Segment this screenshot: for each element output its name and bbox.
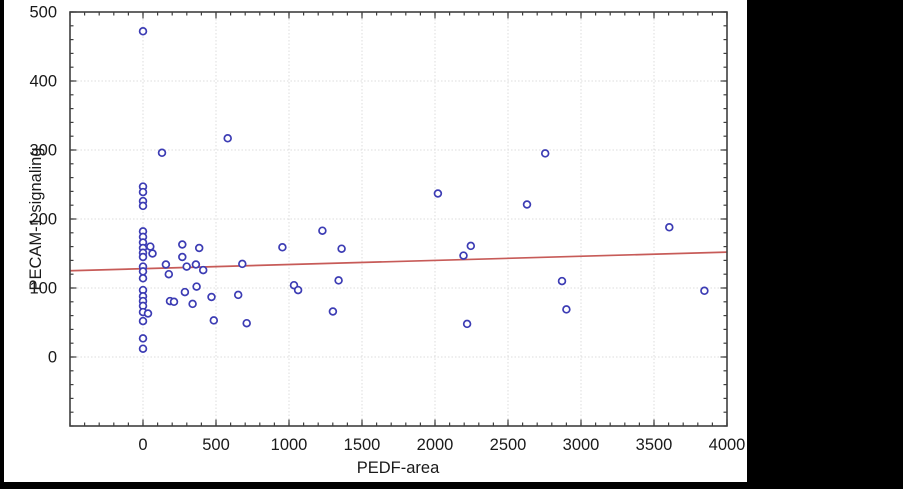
- data-point: [157, 148, 167, 158]
- data-point: [209, 316, 219, 325]
- data-point: [223, 134, 232, 143]
- data-point: [188, 299, 197, 309]
- data-point: [169, 297, 179, 307]
- data-point: [146, 242, 155, 251]
- data-point: [138, 252, 148, 262]
- data-point: [138, 334, 148, 343]
- data-point: [242, 318, 251, 328]
- x-tick-label: 2000: [417, 436, 454, 454]
- y-tick-label: 300: [29, 142, 57, 160]
- data-point: [337, 244, 346, 253]
- data-point: [138, 187, 148, 197]
- x-tick-label: 500: [202, 436, 230, 454]
- x-tick-label: 3000: [563, 436, 600, 454]
- data-point: [318, 226, 327, 235]
- data-point: [540, 149, 550, 158]
- data-point: [182, 262, 191, 271]
- data-point: [459, 251, 468, 260]
- data-point: [233, 290, 243, 300]
- data-point: [557, 276, 567, 286]
- data-point: [178, 240, 187, 249]
- axis-tick-labels: 0 500 1000 1500 2000 2500 3000 3500 4000 0 100 200 3…: [29, 4, 745, 455]
- data-point: [278, 243, 287, 252]
- data-point: [462, 319, 472, 329]
- data-point: [293, 285, 303, 295]
- axis-ticks: [69, 11, 728, 427]
- data-point: [194, 243, 204, 253]
- data-points: [138, 27, 709, 353]
- data-point: [238, 259, 247, 269]
- data-point: [180, 287, 190, 297]
- data-point: [207, 292, 216, 302]
- data-point: [433, 189, 443, 198]
- data-point: [328, 307, 338, 316]
- y-tick-label: 200: [29, 211, 57, 229]
- letterbox-right-bar: [747, 0, 903, 489]
- data-point: [138, 274, 148, 283]
- y-tick-label: 400: [29, 73, 57, 91]
- x-tick-label: 4000: [709, 436, 746, 454]
- y-tick-label: 0: [48, 349, 57, 367]
- data-point: [138, 201, 148, 211]
- gridlines: [70, 12, 727, 426]
- data-point: [191, 260, 201, 269]
- x-tick-label: 3500: [636, 436, 673, 454]
- data-point: [700, 286, 709, 296]
- data-point: [334, 276, 343, 285]
- letterbox-left-bar: [0, 0, 4, 489]
- data-point: [192, 282, 201, 291]
- data-point: [138, 316, 148, 326]
- x-tick-label: 2500: [490, 436, 527, 454]
- y-tick-label: 100: [29, 280, 57, 298]
- data-point: [198, 265, 208, 275]
- regression-line: [69, 251, 728, 272]
- data-point: [148, 249, 157, 258]
- data-point: [138, 344, 148, 353]
- y-tick-label: 500: [29, 4, 57, 22]
- x-tick-label: 1500: [344, 436, 381, 454]
- data-point: [522, 200, 532, 209]
- data-point: [164, 269, 174, 279]
- data-point: [161, 260, 171, 269]
- data-point: [466, 241, 476, 251]
- x-tick-label: 0: [138, 436, 147, 454]
- letterbox-bottom-bar: [0, 482, 903, 489]
- data-point: [178, 252, 187, 262]
- y-axis-title: PECAM-1 signaling: [27, 147, 45, 290]
- x-tick-label: 1000: [271, 436, 308, 454]
- data-point: [138, 27, 148, 36]
- data-point: [138, 267, 148, 276]
- data-point: [143, 309, 153, 318]
- trend-line: [69, 251, 728, 272]
- data-point: [562, 305, 571, 314]
- x-axis-title: PEDF-area: [357, 459, 440, 477]
- data-point: [665, 223, 674, 232]
